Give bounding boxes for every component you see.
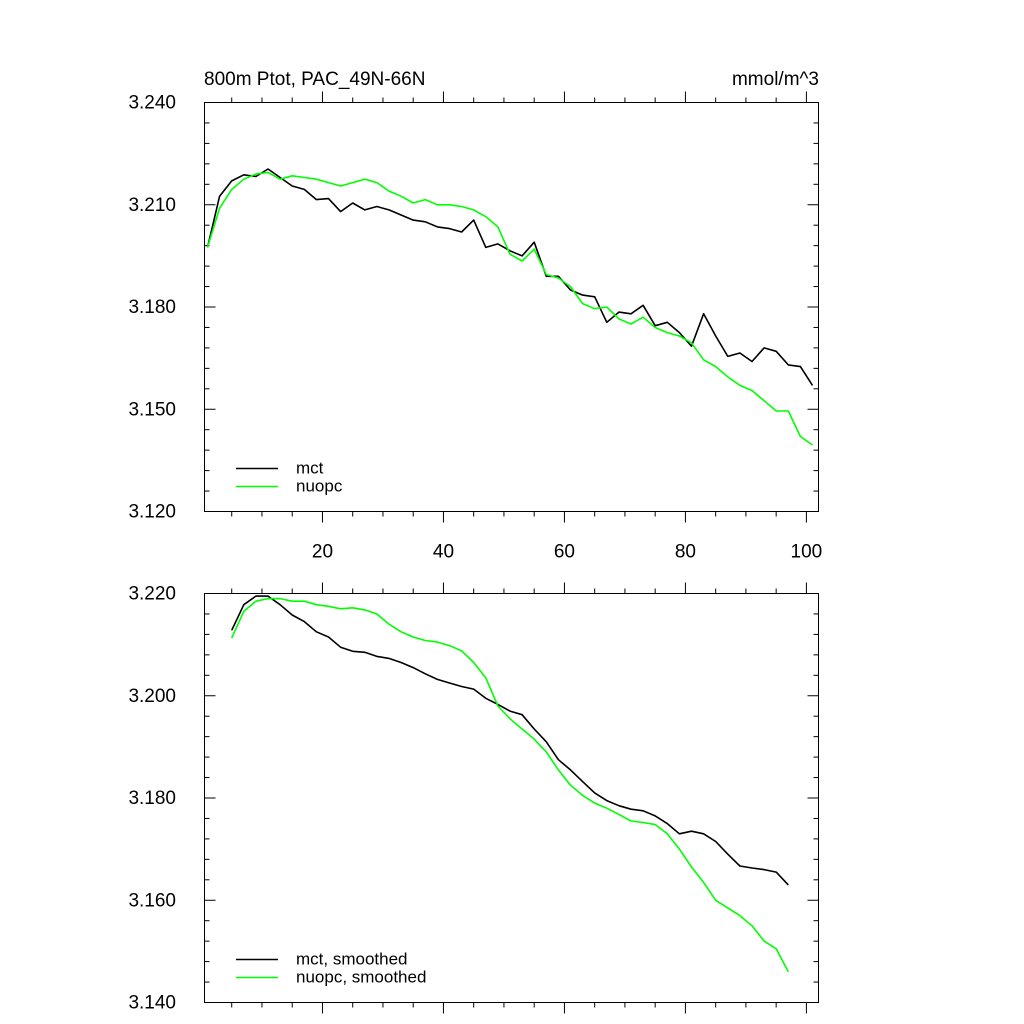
legend-label: nuopc, smoothed	[296, 968, 426, 987]
plot-frame	[204, 102, 819, 512]
axis-ticks: 3.140 3.160 3.180 3.200 3.220	[128, 582, 819, 1014]
y-tick-label: 3.200	[128, 686, 176, 707]
bottom-chart: 3.140 3.160 3.180 3.200 3.220 mct, smoothedn…	[128, 582, 819, 1014]
x-tick-label: 40	[433, 542, 454, 563]
y-tick-label: 3.150	[128, 399, 176, 420]
series-line-mct	[206, 168, 814, 386]
y-tick-label: 3.180	[128, 297, 176, 318]
plot-frame	[204, 593, 819, 1003]
x-tick-label: 20	[312, 542, 333, 563]
y-tick-label: 3.220	[128, 584, 176, 605]
units-label: mmol/m^3	[732, 69, 819, 90]
legend-label: mct, smoothed	[296, 950, 408, 969]
x-tick-label: 80	[675, 542, 696, 563]
chart-title: 800m Ptot, PAC_49N-66N	[204, 69, 425, 90]
series-line-nuopc	[206, 171, 813, 446]
plot-series	[206, 168, 814, 446]
y-tick-label: 3.240	[128, 93, 176, 114]
series-line-nuopc-smoothed	[230, 597, 790, 973]
y-tick-label: 3.120	[128, 502, 176, 523]
axis-ticks: 3.120 3.150 3.180 3.210 3.240 20 40 60 80 100	[128, 91, 823, 563]
legend-label: nuopc	[296, 477, 343, 496]
y-tick-label: 3.180	[128, 788, 176, 809]
x-tick-label: 60	[554, 542, 575, 563]
y-tick-label: 3.160	[128, 890, 176, 911]
legend-label: mct	[296, 459, 324, 478]
y-tick-label: 3.210	[128, 195, 176, 216]
top-chart: 800m Ptot, PAC_49N-66N mmol/m^3 3.1203.1…	[128, 69, 822, 563]
y-tick-label: 3.140	[128, 993, 176, 1014]
series-line-mct-smoothed	[230, 595, 789, 886]
plot-series	[230, 595, 790, 973]
x-tick-label: 100	[791, 542, 823, 563]
